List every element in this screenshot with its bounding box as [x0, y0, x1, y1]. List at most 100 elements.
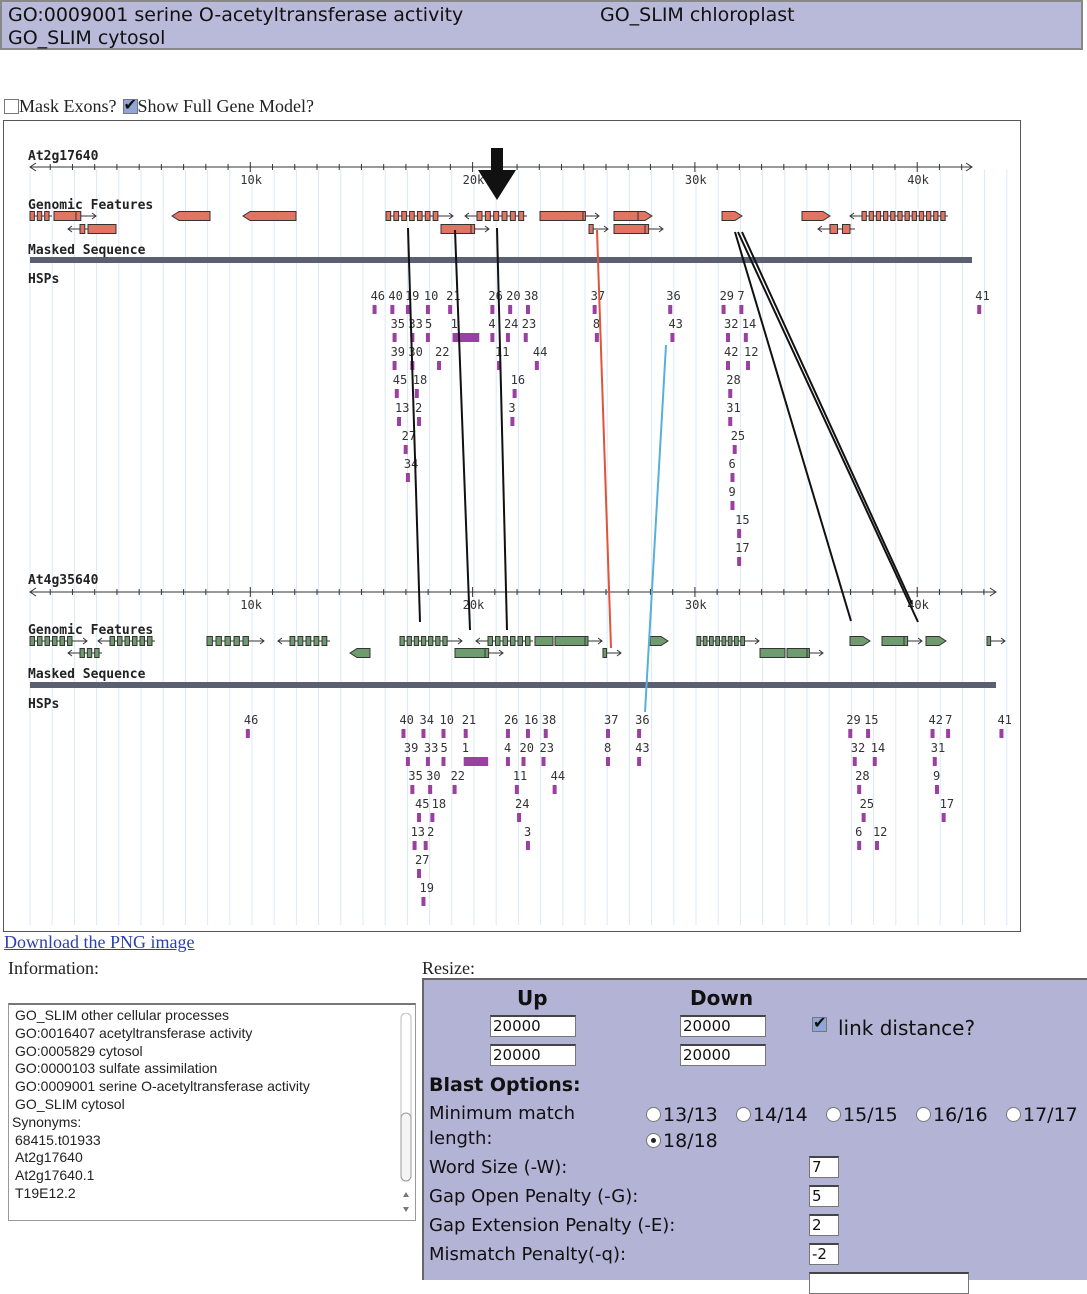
- min-match-radio[interactable]: [1006, 1107, 1021, 1122]
- exon[interactable]: [29, 211, 35, 221]
- hsp-bar[interactable]: [848, 729, 853, 738]
- exon[interactable]: [502, 636, 508, 646]
- hsp-bar[interactable]: [417, 417, 422, 426]
- hsp-bar[interactable]: [552, 785, 557, 794]
- exon[interactable]: [525, 636, 531, 646]
- exon[interactable]: [740, 636, 745, 646]
- exon[interactable]: [715, 636, 720, 646]
- exon[interactable]: [727, 636, 733, 646]
- hsp-bar[interactable]: [721, 305, 726, 314]
- hsp-bar[interactable]: [410, 333, 415, 342]
- gap-extension-input[interactable]: 2: [809, 1214, 839, 1236]
- hsp-bar[interactable]: [390, 305, 395, 314]
- hsp-bar[interactable]: [510, 417, 515, 426]
- hsp-bar[interactable]: [525, 841, 530, 850]
- exon[interactable]: [903, 636, 909, 646]
- exon[interactable]: [289, 636, 296, 646]
- hsp-bar[interactable]: [490, 333, 495, 342]
- exon[interactable]: [484, 648, 490, 658]
- hsp-bar[interactable]: [857, 841, 862, 850]
- exon[interactable]: [842, 224, 851, 234]
- exon[interactable]: [86, 648, 93, 658]
- hsp-bar[interactable]: [505, 333, 510, 342]
- gene-feature[interactable]: [454, 648, 486, 658]
- hsp-bar[interactable]: [405, 305, 410, 314]
- mismatch-input[interactable]: -2: [809, 1243, 839, 1265]
- hsp-bar[interactable]: [732, 445, 737, 454]
- exon[interactable]: [734, 636, 739, 646]
- hsp-bar[interactable]: [730, 473, 735, 482]
- gene-feature[interactable]: [171, 211, 211, 221]
- hsp-bar[interactable]: [977, 305, 982, 314]
- exon[interactable]: [709, 636, 714, 646]
- hsp-bar[interactable]: [430, 813, 435, 822]
- exon[interactable]: [904, 211, 910, 221]
- gene-feature[interactable]: [539, 211, 584, 221]
- exon[interactable]: [435, 636, 441, 646]
- link-distance-checkbox[interactable]: [812, 1013, 827, 1032]
- hsp-bar[interactable]: [534, 361, 539, 370]
- gene-feature[interactable]: [649, 636, 669, 646]
- exon[interactable]: [409, 211, 415, 221]
- exon[interactable]: [406, 636, 412, 646]
- gene-feature[interactable]: [554, 636, 586, 646]
- exon[interactable]: [582, 211, 586, 221]
- hsp-bar[interactable]: [857, 785, 862, 794]
- exon[interactable]: [584, 636, 589, 646]
- hsp-bar[interactable]: [392, 361, 397, 370]
- hsp-bar[interactable]: [861, 813, 866, 822]
- hsp-bar[interactable]: [737, 557, 742, 566]
- exon[interactable]: [442, 636, 448, 646]
- exon[interactable]: [401, 211, 407, 221]
- hsp-bar[interactable]: [417, 869, 422, 878]
- exon[interactable]: [428, 636, 434, 646]
- hsp-bar[interactable]: [946, 729, 951, 738]
- exon[interactable]: [509, 211, 516, 221]
- gene-feature[interactable]: [925, 636, 947, 646]
- exon[interactable]: [897, 211, 903, 221]
- hsp-bar[interactable]: [541, 757, 546, 766]
- gene-feature[interactable]: [534, 636, 554, 646]
- hsp-bar[interactable]: [730, 501, 735, 510]
- hsp-bar[interactable]: [637, 729, 642, 738]
- bottom-down-input[interactable]: 20000: [680, 1044, 766, 1066]
- show-full-gene-model-checkbox[interactable]: [122, 95, 138, 115]
- hsp-bar[interactable]: [505, 757, 510, 766]
- hsp-bar[interactable]: [746, 361, 751, 370]
- exon[interactable]: [588, 224, 594, 234]
- bottom-up-input[interactable]: 20000: [490, 1044, 576, 1066]
- hsp-bar[interactable]: [405, 473, 410, 482]
- exon[interactable]: [297, 636, 304, 646]
- exon[interactable]: [139, 636, 145, 646]
- exon[interactable]: [44, 211, 50, 221]
- gene-feature[interactable]: [801, 211, 831, 221]
- hsp-bar[interactable]: [425, 757, 430, 766]
- exon[interactable]: [117, 636, 123, 646]
- exon[interactable]: [75, 211, 82, 221]
- hsp-bar[interactable]: [497, 361, 502, 370]
- exon[interactable]: [94, 648, 100, 658]
- hsp-bar[interactable]: [525, 305, 530, 314]
- download-png-link[interactable]: Download the PNG image: [4, 932, 195, 952]
- exon[interactable]: [918, 211, 925, 221]
- hsp-bar[interactable]: [670, 333, 675, 342]
- min-match-radio[interactable]: [916, 1107, 931, 1122]
- mask-exons-checkbox[interactable]: [4, 99, 19, 114]
- exon[interactable]: [413, 636, 420, 646]
- exon[interactable]: [233, 636, 240, 646]
- hsp-bar[interactable]: [726, 333, 731, 342]
- hsp-bar[interactable]: [403, 445, 408, 454]
- gene-feature[interactable]: [613, 224, 646, 234]
- hsp-bar[interactable]: [737, 529, 742, 538]
- gap-open-input[interactable]: 5: [809, 1185, 839, 1207]
- exon[interactable]: [487, 636, 493, 646]
- hsp-bar[interactable]: [739, 305, 744, 314]
- exon[interactable]: [59, 636, 65, 646]
- exon[interactable]: [432, 211, 439, 221]
- hsp-bar[interactable]: [514, 785, 519, 794]
- exon[interactable]: [518, 211, 525, 221]
- hsp-bar[interactable]: [423, 841, 428, 850]
- exon[interactable]: [385, 211, 392, 221]
- exon[interactable]: [29, 636, 35, 646]
- information-listbox[interactable]: GO_SLIM other cellular processes GO:00164…: [8, 1003, 416, 1221]
